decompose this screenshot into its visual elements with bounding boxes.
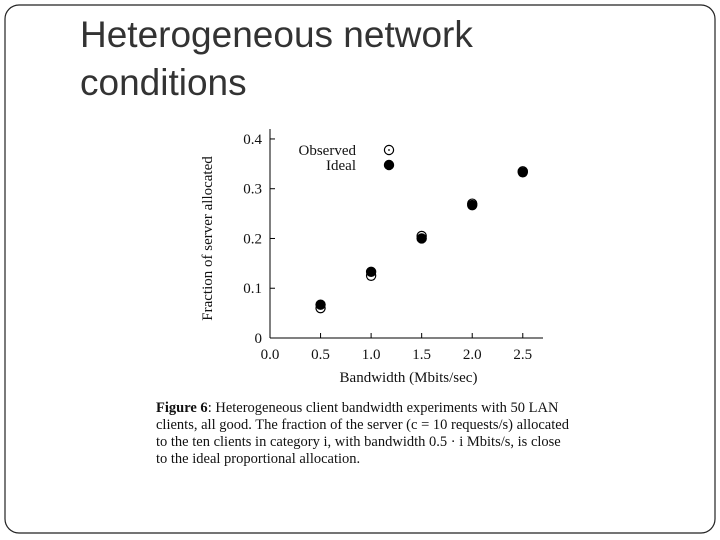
- point: [365, 266, 377, 278]
- caption-text: to the ten clients in category i, with b…: [156, 434, 561, 450]
- x-tick-label: 0.0: [261, 347, 280, 363]
- y-tick-label: 0.2: [243, 231, 262, 247]
- point: [467, 199, 478, 211]
- point: [517, 167, 528, 178]
- x-tick-label: 0.5: [311, 347, 330, 363]
- x-tick-label: 2.5: [513, 347, 532, 363]
- x-axis-label: Bandwidth (Mbits/sec): [340, 370, 478, 386]
- slide-title: conditions: [80, 62, 247, 103]
- y-axis-label: Fraction of server allocated: [200, 156, 216, 321]
- y-tick-label: 0: [255, 331, 263, 347]
- y-tick-label: 0.1: [243, 281, 262, 297]
- legend-marker-dot: [388, 149, 390, 151]
- x-tick-label: 1.0: [362, 347, 381, 363]
- point: [416, 233, 427, 244]
- x-tick-label: 2.0: [463, 347, 482, 363]
- legend-marker: [383, 144, 395, 156]
- slide-title: Heterogeneous network: [80, 14, 473, 55]
- caption-text: to the ideal proportional allocation.: [156, 451, 360, 467]
- caption-label: Figure 6: [156, 400, 208, 416]
- y-tick-label: 0.3: [243, 182, 262, 198]
- legend-label: Ideal: [326, 158, 356, 174]
- point: [315, 299, 326, 310]
- caption: Figure 6: Heterogeneous client bandwidth…: [156, 400, 559, 416]
- caption-text: : Heterogeneous client bandwidth experim…: [208, 400, 559, 416]
- slide-frame: [4, 4, 716, 534]
- legend-marker: [383, 159, 395, 171]
- y-tick-label: 0.4: [243, 132, 262, 148]
- legend-label: Observed: [299, 143, 357, 159]
- caption-text: clients, all good. The fraction of the s…: [156, 417, 570, 433]
- x-tick-label: 1.5: [412, 347, 431, 363]
